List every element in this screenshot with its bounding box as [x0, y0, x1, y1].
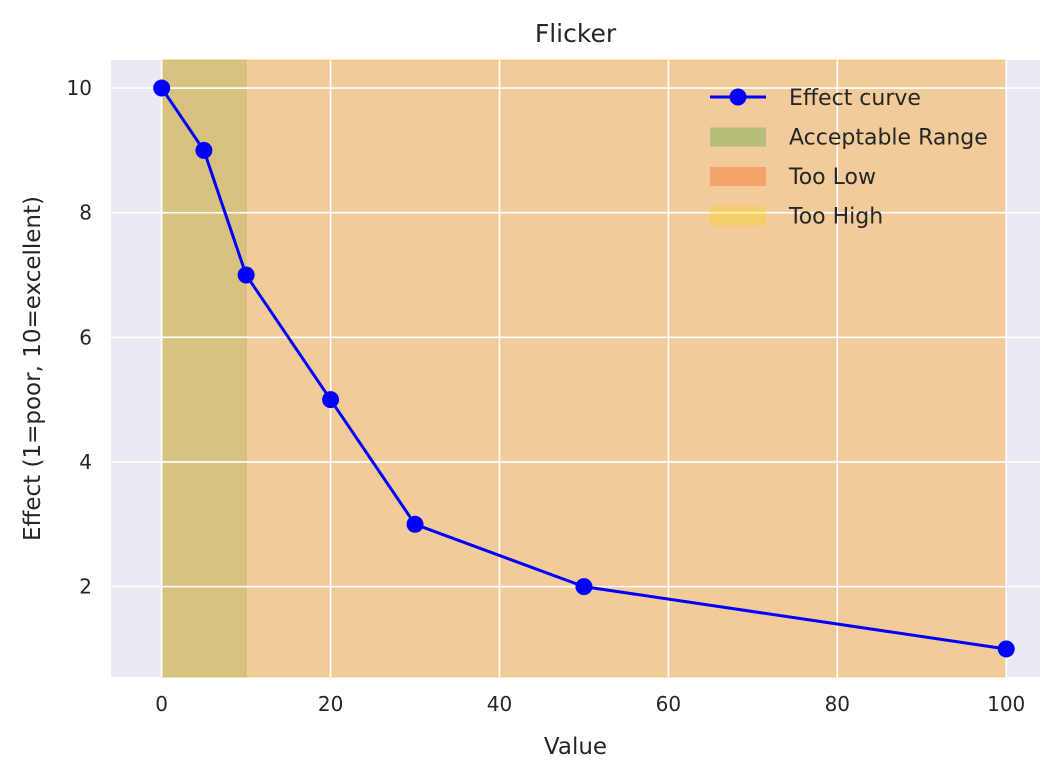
legend-swatch-1 — [710, 167, 766, 186]
legend-swatch-0 — [710, 127, 766, 147]
x-tick-label: 20 — [318, 692, 343, 716]
series-layer — [153, 79, 1015, 658]
range-bands — [161, 59, 1007, 678]
x-axis-title: Value — [544, 734, 607, 760]
x-axis-ticks: 0 20 40 60 80 100 — [155, 692, 1025, 716]
range-band-0 — [161, 59, 247, 678]
legend: Effect curve Acceptable Range Too Low Too H… — [710, 86, 988, 230]
y-tick-label: 6 — [79, 325, 92, 349]
legend-swatch-2 — [710, 206, 766, 226]
legend-label: Too High — [788, 205, 883, 230]
legend-label: Too Low — [788, 165, 876, 190]
data-point-0-2 — [237, 266, 255, 284]
x-tick-label: 100 — [987, 692, 1025, 716]
grid-lines — [111, 60, 1040, 677]
legend-marker-swatch — [729, 88, 747, 106]
range-band-1 — [161, 59, 1007, 678]
y-tick-label: 8 — [79, 201, 92, 225]
plot-background — [111, 60, 1040, 677]
y-axis-ticks: 2 4 6 8 10 — [67, 76, 92, 599]
y-tick-label: 4 — [79, 450, 92, 474]
data-point-0-4 — [406, 515, 424, 533]
y-axis-title: Effect (1=poor, 10=excellent) — [20, 196, 46, 541]
legend-label: Acceptable Range — [789, 126, 988, 151]
x-tick-label: 40 — [487, 692, 512, 716]
x-tick-label: 60 — [656, 692, 681, 716]
range-band-2 — [161, 59, 1007, 678]
legend-label: Effect curve — [789, 86, 921, 111]
data-point-0-0 — [153, 79, 171, 97]
data-point-0-3 — [322, 391, 340, 409]
y-tick-label: 2 — [79, 575, 92, 599]
data-point-0-1 — [195, 141, 213, 159]
chart-title: Flicker — [535, 19, 617, 48]
x-tick-label: 80 — [825, 692, 850, 716]
data-point-0-5 — [575, 578, 593, 596]
x-tick-label: 0 — [155, 692, 168, 716]
y-tick-label: 10 — [67, 76, 92, 100]
data-point-0-6 — [997, 640, 1015, 658]
